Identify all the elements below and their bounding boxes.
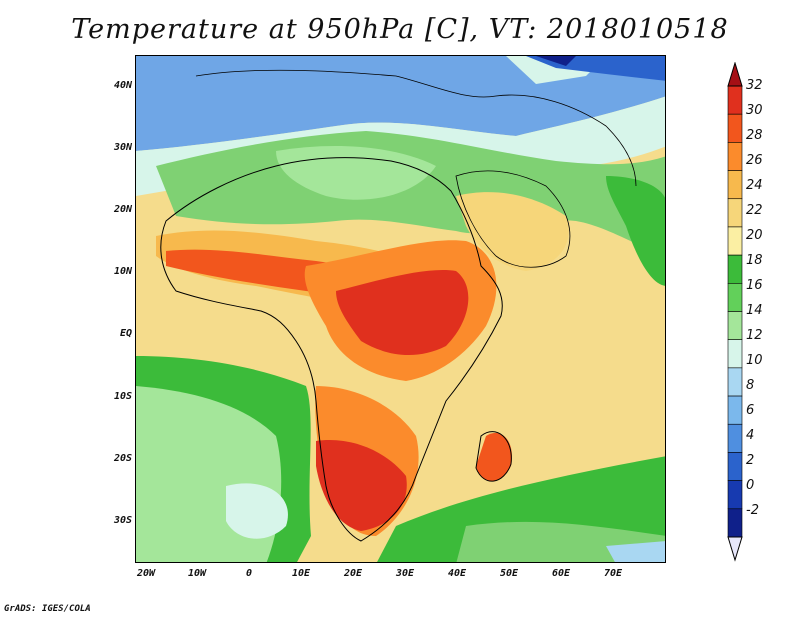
colorbar-label: 28: [746, 128, 763, 143]
colorbar-cell: [727, 254, 743, 284]
colorbar-cell: [727, 423, 743, 453]
colorbar-bottom-arrow: [727, 536, 743, 562]
cold-core-deep: [536, 56, 576, 66]
lon-label-60e: 60E: [551, 568, 571, 579]
colorbar-label: 24: [746, 178, 763, 193]
lat-label-30n: 30N: [113, 142, 132, 153]
colorbar-cell: [727, 480, 743, 510]
lon-label-50e: 50E: [499, 568, 519, 579]
colorbar-label: 10: [746, 353, 763, 368]
arabia-warm: [456, 192, 569, 271]
temperature-map: [135, 55, 666, 563]
lat-label-40n: 40N: [113, 80, 132, 91]
colorbar-label: 26: [746, 153, 763, 168]
colorbar-label: 2: [746, 453, 755, 468]
colorbar-label: 32: [746, 78, 763, 93]
colorbar-label: 18: [746, 253, 763, 268]
lon-label-20e: 20E: [343, 568, 363, 579]
central-africa-hot: [336, 270, 469, 356]
colorbar-cell: [727, 198, 743, 228]
colorbar-cell: [727, 311, 743, 340]
lat-label-20n: 20N: [113, 204, 132, 215]
lon-label-20w: 20W: [136, 568, 156, 579]
lat-label-eq: EQ: [119, 328, 132, 339]
south-indian-cold: [606, 541, 665, 562]
colorbar-label: 20: [746, 228, 763, 243]
colorbar-cell: [727, 508, 743, 538]
colorbar-cell: [727, 283, 743, 312]
india-green: [606, 176, 665, 286]
southern-africa-hot: [316, 440, 407, 531]
chart-title: Temperature at 950hPa [C], VT: 201801051…: [71, 14, 729, 45]
lon-label-70e: 70E: [603, 568, 623, 579]
lat-label-10n: 10N: [113, 266, 132, 277]
colorbar-label: 8: [746, 378, 755, 393]
colorbar-cell: [727, 113, 743, 143]
colorbar-cell: [727, 367, 743, 397]
colorbar-cells: [727, 85, 743, 538]
mediterranean-coast: [195, 69, 637, 187]
lon-label-10w: 10W: [187, 568, 207, 579]
colorbar-cell: [727, 142, 743, 171]
lat-label-30s: 30S: [113, 515, 132, 526]
colorbar-label: 14: [746, 303, 763, 318]
colorbar-label: 30: [746, 103, 763, 118]
colorbar-label: -2: [746, 503, 759, 518]
colorbar-label: 12: [746, 328, 763, 343]
lon-label-30e: 30E: [395, 568, 415, 579]
africa-coastline: [160, 157, 503, 542]
colorbar-label: 6: [746, 403, 755, 418]
south-atlantic-cold: [226, 483, 288, 539]
colorbar-top-arrow: [727, 62, 743, 87]
madagascar-hot: [476, 432, 512, 481]
lat-label-10s: 10S: [113, 391, 132, 402]
lon-label-10e: 10E: [291, 568, 311, 579]
colorbar-label: 22: [746, 203, 763, 218]
colorbar-cell: [727, 395, 743, 425]
colorbar-cell: [727, 226, 743, 256]
colorbar-cell: [727, 85, 743, 115]
colorbar: [727, 62, 743, 562]
arabia-outline: [455, 170, 571, 268]
colorbar-cell: [727, 170, 743, 200]
colorbar-cell: [727, 339, 743, 369]
map-canvas: [136, 56, 665, 562]
colorbar-label: 4: [746, 428, 755, 443]
lon-label-40e: 40E: [447, 568, 467, 579]
colorbar-label: 16: [746, 278, 763, 293]
grads-credit: GrADS: IGES/COLA: [4, 604, 91, 614]
colorbar-label: 0: [746, 478, 755, 493]
lat-label-20s: 20S: [113, 453, 132, 464]
madagascar-outline: [475, 431, 512, 482]
colorbar-cell: [727, 452, 743, 481]
lon-label-0: 0: [245, 568, 253, 579]
